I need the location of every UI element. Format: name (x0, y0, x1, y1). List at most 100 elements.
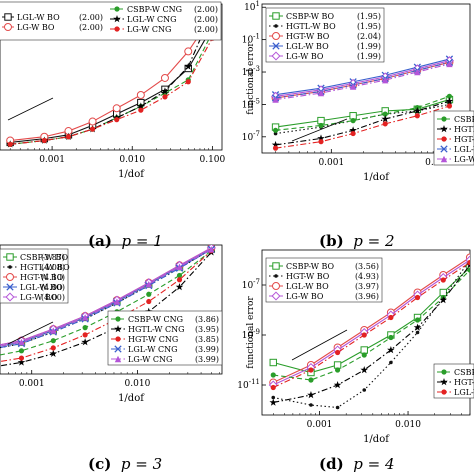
data-point (467, 267, 470, 273)
legend-label: LG-W BO (286, 292, 324, 301)
data-point (446, 60, 453, 68)
data-point (466, 261, 470, 269)
legend-marker (114, 26, 120, 32)
legend-label: LG-W CNG (454, 155, 474, 164)
reference-slope (291, 329, 348, 361)
legend-marker (4, 13, 12, 21)
data-point (446, 103, 453, 109)
legend-rate: (3.56) (355, 262, 379, 271)
data-point (362, 388, 367, 392)
legend-box: CSBP-W CNGHGT-W CNGLGL-W CNG (433, 363, 474, 399)
data-point (161, 87, 169, 95)
x-tick-label: 0.001 (307, 420, 333, 430)
data-point (113, 298, 121, 305)
legend-rate: (1.95) (357, 12, 381, 21)
x-axis-label: 1/dof (363, 172, 390, 183)
x-tick-label: 0.100 (199, 155, 225, 165)
data-point (440, 277, 446, 283)
data-point (272, 145, 279, 151)
data-point (467, 259, 470, 266)
legend-marker (272, 282, 280, 290)
legend-marker (441, 389, 447, 395)
data-point (271, 140, 280, 149)
plot-frame (261, 249, 471, 416)
data-point (309, 403, 313, 407)
data-point (439, 296, 448, 304)
series-line (273, 257, 470, 383)
data-point (318, 122, 324, 129)
data-point (361, 352, 367, 358)
data-point (307, 391, 315, 399)
legend-marker (440, 125, 448, 133)
data-point (382, 111, 388, 117)
data-point (389, 360, 393, 365)
legend-marker (5, 292, 15, 302)
legend-label: HGT-W CNG (454, 135, 474, 144)
series-line (275, 61, 450, 99)
legend-label: LGL-W BO (286, 42, 329, 51)
legend-rate: (2.00) (194, 25, 218, 34)
legend-rate: (1.95) (357, 22, 381, 31)
data-point (50, 327, 57, 334)
x-tick-label: 0.001 (39, 155, 65, 165)
data-point (18, 338, 25, 346)
legend-rate: (2.00) (194, 15, 218, 24)
legend-rate: (3.96) (355, 292, 379, 301)
x-axis-label: 1/dof (118, 169, 145, 180)
data-point (269, 358, 277, 367)
data-point (317, 89, 325, 97)
data-point (18, 348, 25, 354)
data-point (185, 79, 191, 85)
data-point (308, 377, 314, 383)
data-point (334, 367, 341, 373)
legend-box: CSBP-W BO (3.56) HGT-W BO (4.93) LGL-W BO (3.… (265, 257, 383, 303)
legend-box: CSBP-W BO(3.87)HGTL-W BO(4.08)HGT-W BO(4… (0, 248, 70, 304)
caption-a: (a) p = 1 (88, 232, 163, 250)
chart-panel-a: 0.001 0.010 0.100 1/dof LGL-W BO (2.00) LG-W B… (0, 1, 226, 180)
series-line (10, 37, 213, 145)
data-point (175, 283, 184, 291)
legend-rate: (4.08) (41, 263, 65, 272)
legend-marker (440, 145, 448, 153)
series-line (273, 259, 470, 386)
reference-slope (7, 321, 54, 345)
series-group (268, 253, 470, 410)
series-line (10, 32, 213, 145)
y-tick-label: 101 (244, 0, 260, 13)
series-line (0, 248, 212, 349)
legend-frame (433, 110, 474, 166)
data-point (162, 94, 168, 100)
reference-slope (291, 118, 348, 142)
slope-line (291, 118, 348, 142)
legend-label: CSBP-W CNG (454, 368, 474, 377)
y-tick-label: 10-7 (242, 278, 260, 291)
data-point (335, 405, 340, 410)
reference-slope (7, 97, 54, 121)
data-point (176, 277, 183, 283)
data-point (414, 68, 421, 76)
series-line (0, 250, 212, 363)
legend-marker (272, 42, 280, 50)
y-tick-label: 10-9 (242, 328, 260, 341)
legend-marker (440, 155, 448, 163)
legend-label: LGL-W BO (286, 282, 329, 291)
data-point (382, 76, 389, 84)
legend-label: CSBP-W BO (20, 253, 68, 262)
legend-marker (114, 325, 122, 333)
data-point (270, 384, 276, 391)
data-point (88, 117, 97, 126)
series-line (0, 251, 212, 367)
legend-label: LGL-W CNG (454, 145, 474, 154)
data-point (270, 372, 276, 378)
data-point (17, 358, 26, 366)
legend-label: LGL-W BO (20, 283, 63, 292)
series-line (275, 60, 450, 97)
legend-marker (115, 316, 121, 322)
legend-rate: (4.93) (355, 272, 379, 281)
y-tick-label: 10-3 (242, 65, 260, 78)
data-point (7, 141, 13, 147)
legend-marker (272, 262, 280, 270)
series-line (10, 26, 213, 143)
legend-marker (271, 51, 281, 61)
series-line (275, 63, 450, 101)
